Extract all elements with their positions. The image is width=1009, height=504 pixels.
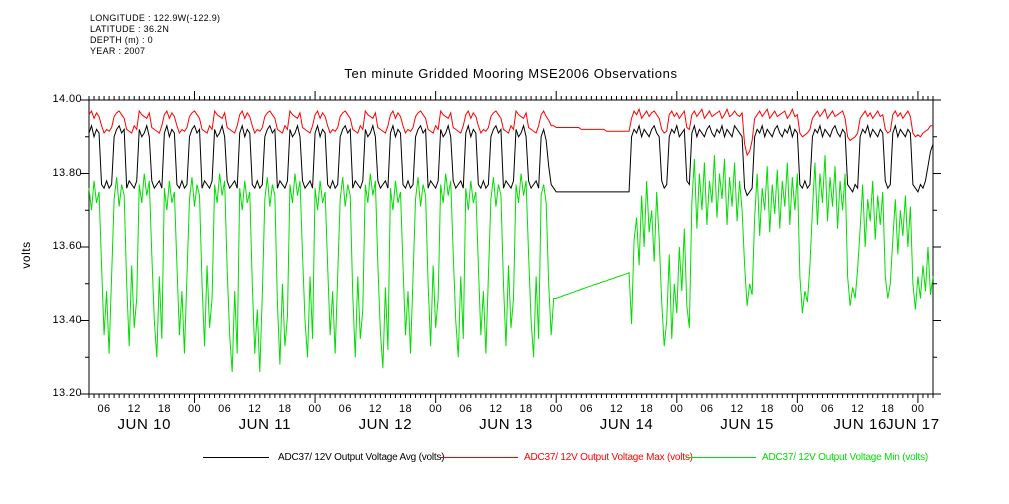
x-hour-tick-label: 00 [187, 403, 202, 415]
x-hour-tick-label: 00 [308, 403, 322, 415]
x-hour-tick-label: 18 [157, 403, 171, 415]
series-line-1 [88, 107, 933, 157]
year-label: YEAR : 2007 [90, 46, 146, 56]
plot-frame [88, 99, 934, 395]
x-hour-tick-label: 12 [127, 403, 141, 415]
x-hour-tick-label: 18 [760, 403, 774, 415]
x-hour-tick-label: 06 [700, 403, 714, 415]
x-hour-tick-label: 06 [97, 403, 111, 415]
latitude-label: LATITUDE : 36.2N [90, 24, 170, 34]
y-tick-label: 13.60 [52, 240, 82, 252]
x-hour-tick-label: 06 [338, 403, 352, 415]
x-hour-tick-label: 18 [398, 403, 413, 415]
x-hour-tick-label: 12 [368, 403, 382, 415]
x-day-label: JUN 17 [886, 416, 940, 433]
y-tick-label: 14.00 [52, 93, 82, 105]
series-line-0 [88, 123, 934, 197]
legend-label-avg: ADC37/ 12V Output Voltage Avg (volts) [278, 452, 445, 463]
legend-line-max [440, 457, 518, 458]
x-day-label: JUN 11 [238, 416, 292, 433]
x-day-label: JUN 13 [479, 416, 533, 433]
legend-label-max: ADC37/ 12V Output Voltage Max (volts) [524, 452, 693, 463]
x-hour-tick-label: 06 [218, 403, 232, 415]
station-info-block: LONGITUDE : 122.9W(-122.9) LATITUDE : 36… [90, 13, 220, 57]
x-hour-tick-label: 12 [609, 403, 624, 415]
x-hour-tick-label: 06 [579, 403, 593, 415]
longitude-label: LONGITUDE : 122.9W(-122.9) [90, 13, 221, 23]
x-hour-tick-label: 12 [489, 403, 503, 415]
x-hour-tick-label: 18 [519, 403, 533, 415]
x-hour-tick-label: 18 [640, 403, 654, 415]
x-hour-tick-label: 12 [730, 403, 744, 415]
x-hour-tick-label: 12 [248, 403, 262, 415]
x-day-label: JUN 12 [358, 416, 413, 433]
chart-title: Ten minute Gridded Mooring MSE2006 Obser… [344, 66, 678, 81]
x-hour-tick-label: 00 [429, 403, 443, 415]
legend-label-min: ADC37/ 12V Output Voltage Min (volts) [762, 452, 929, 463]
depth-label: DEPTH (m) : 0 [90, 35, 153, 45]
y-tick-label: 13.20 [52, 387, 82, 399]
y-tick-label: 13.80 [52, 166, 82, 179]
x-hour-tick-label: 18 [278, 403, 292, 415]
x-hour-tick-label: 00 [911, 403, 925, 415]
x-hour-tick-label: 18 [881, 403, 895, 415]
x-hour-tick-label: 12 [851, 403, 865, 415]
x-hour-tick-label: 00 [549, 403, 563, 415]
x-hour-tick-label: 00 [790, 403, 804, 415]
x-day-label: JUN 14 [599, 416, 654, 433]
y-tick-label: 13.40 [52, 313, 82, 326]
x-hour-tick-label: 06 [820, 403, 835, 415]
x-hour-tick-label: 06 [459, 403, 473, 415]
series-line-2 [88, 155, 934, 372]
x-day-label: JUN 15 [720, 416, 774, 433]
x-hour-tick-label: 00 [670, 403, 684, 415]
legend-line-min [686, 457, 756, 458]
x-day-label: JUN 16 [833, 416, 887, 433]
x-day-label: JUN 10 [117, 416, 172, 433]
legend-line-avg [203, 457, 269, 458]
